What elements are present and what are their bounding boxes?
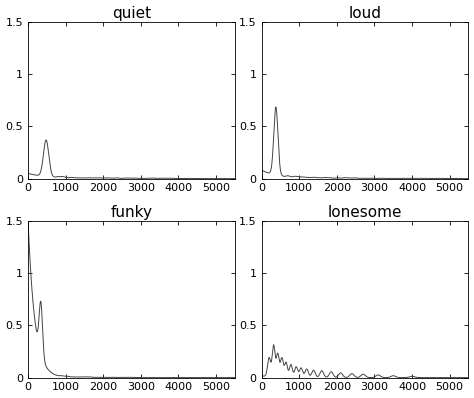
Title: funky: funky <box>110 205 153 220</box>
Title: loud: loud <box>348 6 382 21</box>
Title: lonesome: lonesome <box>328 205 402 220</box>
Title: quiet: quiet <box>112 6 151 21</box>
